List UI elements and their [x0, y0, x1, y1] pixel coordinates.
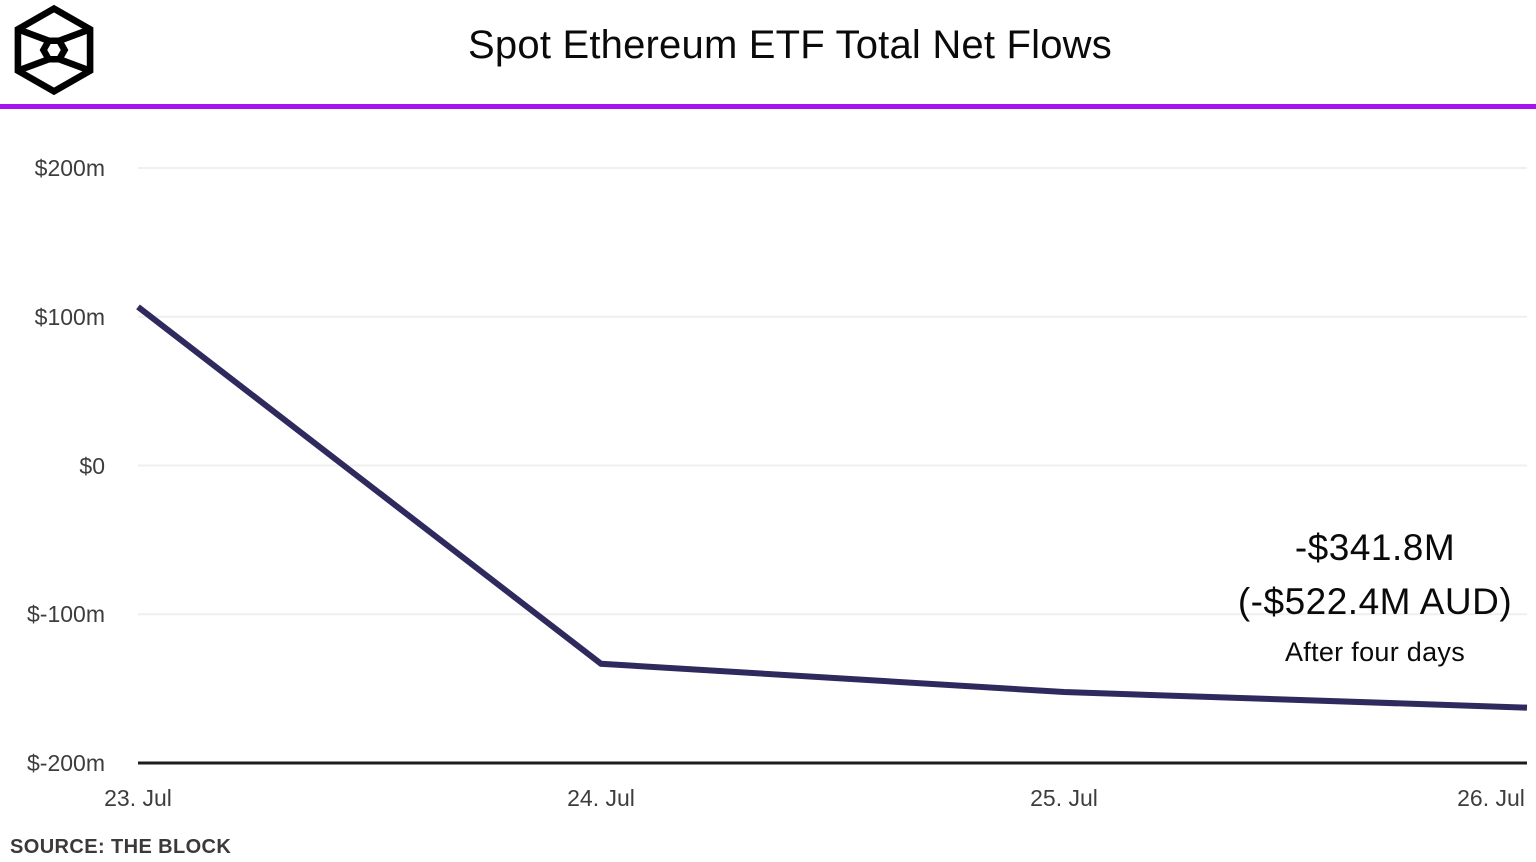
accent-divider: [0, 104, 1536, 109]
x-tick-label: 24. Jul: [567, 785, 635, 811]
y-tick-label: $-100m: [27, 601, 105, 628]
y-tick-label: $200m: [34, 155, 105, 181]
logo-edge-upper-right: [58, 26, 92, 44]
annotation-usd-total: -$341.8M: [1294, 527, 1456, 568]
logo-edge-lower-right: [58, 56, 92, 74]
series-line-net-flows: [136, 304, 1528, 711]
x-tick-label: 23. Jul: [104, 785, 172, 811]
source-attribution: SOURCE: THE BLOCK: [10, 836, 232, 858]
x-tick-label: 25. Jul: [1030, 785, 1098, 811]
the-block-cube-logo: [14, 5, 94, 95]
page-title: Spot Ethereum ETF Total Net Flows: [468, 23, 1112, 67]
x-tick-label: 26. Jul: [1457, 785, 1525, 811]
annotation-aud-total: (-$522.4M AUD): [1237, 581, 1513, 622]
y-tick-label: $100m: [34, 303, 105, 330]
y-tick-label: $0: [79, 452, 105, 479]
logo-edge-lower-left: [16, 56, 50, 74]
y-tick-label: $-200m: [27, 750, 105, 776]
annotation-caption: After four days: [1284, 637, 1466, 667]
total-flow-annotation: -$341.8M (-$522.4M AUD) After four days: [1210, 522, 1536, 674]
logo-edge-upper-left: [16, 26, 50, 44]
